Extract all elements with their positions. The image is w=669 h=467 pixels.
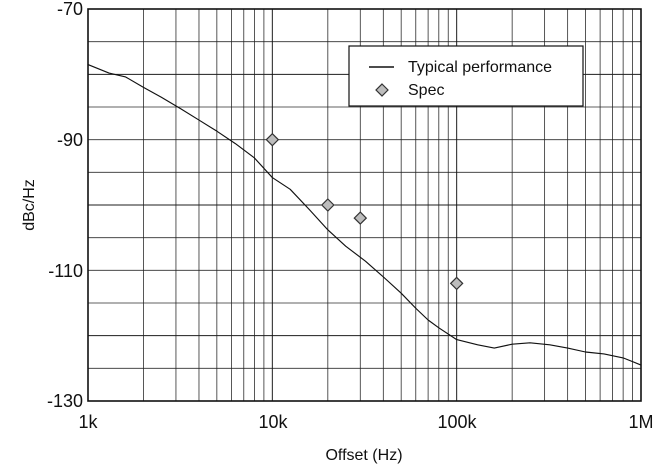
spec-marker-4 [449,276,464,291]
typical-performance-line [87,63,642,366]
y-tick-label-neg70: -70 [57,0,83,19]
spec-marker-1 [265,132,280,147]
x-tick-label-1m: 1M [628,412,653,432]
spec-marker-3 [353,211,368,225]
legend-label-typical-performance: Typical performance [408,59,552,76]
y-tick-label-neg130: -130 [47,391,83,411]
x-tick-label-10k: 10k [258,412,288,432]
x-axis-label: Offset (Hz) [325,447,402,464]
legend-label-spec: Spec [408,82,444,99]
spec-marker-layer [265,132,464,291]
x-tick-label-100k: 100k [437,412,477,432]
x-tick-label-1k: 1k [78,412,98,432]
y-tick-label-neg90: -90 [57,130,83,150]
y-axis-label: dBc/Hz [21,179,38,231]
legend-spec-diamond-icon [375,83,389,97]
y-tick-label-neg110: -110 [48,261,83,281]
legend: Typical performance Spec [348,45,584,107]
series-layer [87,63,642,366]
spec-marker-2 [320,198,335,212]
plot-frame [87,8,642,402]
legend-box [348,45,584,107]
